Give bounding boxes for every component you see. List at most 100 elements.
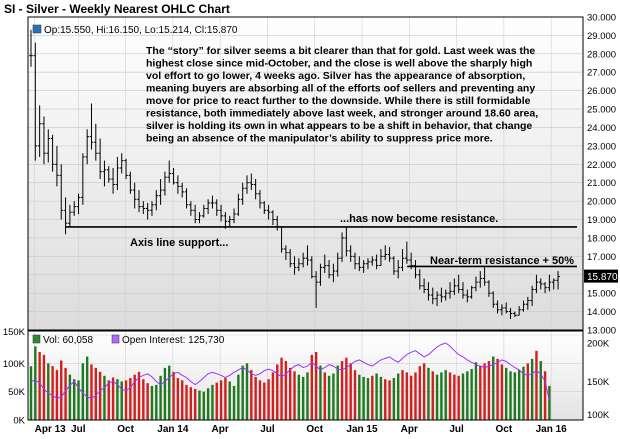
volume-bar xyxy=(496,358,499,420)
volume-bar xyxy=(474,362,478,420)
volume-bar xyxy=(168,365,171,420)
oi-tick-label: 150K xyxy=(587,377,610,388)
volume-bar xyxy=(163,367,167,420)
volume-bar xyxy=(111,377,115,420)
grid-lines xyxy=(28,16,583,420)
volume-bar xyxy=(215,382,218,420)
ohlc-legend-text: Op:15.550, Hi:16.150, Lo:15.214, Cl:15.8… xyxy=(44,25,238,36)
volume-bar xyxy=(98,371,102,420)
price-tick-label: 19.000 xyxy=(587,215,616,226)
x-tick-label: Oct xyxy=(496,424,513,435)
volume-bar xyxy=(129,378,132,420)
volume-bar xyxy=(64,367,67,420)
annotation-line: resistance, both immediately above last … xyxy=(146,108,538,120)
volume-bar xyxy=(107,380,110,420)
volume-panel-frame xyxy=(27,330,584,421)
volume-bar xyxy=(427,367,430,420)
volume-bar xyxy=(284,361,288,420)
price-panel-bg xyxy=(28,17,583,330)
volume-bar xyxy=(319,365,322,420)
volume-bar xyxy=(185,384,188,420)
x-tick-label: Jan 15 xyxy=(346,424,378,435)
volume-bar xyxy=(448,372,452,420)
volume-bar xyxy=(68,374,72,420)
price-tick-label: 25.000 xyxy=(587,105,616,116)
volume-bar xyxy=(124,380,128,420)
volume-bar xyxy=(405,372,409,420)
volume-bar xyxy=(228,381,231,420)
volume-bar xyxy=(51,366,54,420)
volume-bar xyxy=(250,370,253,420)
panel-frames xyxy=(27,16,584,421)
volume-bar xyxy=(418,366,421,420)
annotation-line: The “story” for silver seems a bit clear… xyxy=(146,45,535,57)
volume-bar xyxy=(362,376,365,420)
volume-bar xyxy=(539,361,542,420)
volume-bar xyxy=(189,387,193,420)
volume-bar xyxy=(336,365,339,420)
volume-tick-label: 50K xyxy=(8,387,26,398)
volume-bar xyxy=(206,388,210,420)
volume-bar xyxy=(254,376,257,420)
x-tick-label: Jan 14 xyxy=(157,424,189,435)
volume-bar xyxy=(397,373,400,420)
volume-bar xyxy=(232,386,236,420)
volume-bar xyxy=(77,380,80,420)
volume-bar xyxy=(172,371,175,420)
volume-bar xyxy=(543,371,547,420)
volume-bar xyxy=(358,374,361,420)
volume-bar xyxy=(55,370,59,420)
resistance-label: ...has now become resistance. xyxy=(340,213,498,225)
volume-bar xyxy=(297,374,301,420)
volume-bar xyxy=(241,365,244,420)
near-term-resistance-label: Near-term resistance + 50% xyxy=(430,255,574,267)
price-tick-label: 17.000 xyxy=(587,252,616,263)
volume-bar xyxy=(73,379,76,420)
price-tick-label: 29.000 xyxy=(587,31,616,42)
oi-tick-label: 100K xyxy=(587,410,610,421)
open-interest-line xyxy=(30,342,550,401)
volume-bar xyxy=(38,352,41,420)
volume-bar xyxy=(146,383,149,420)
volume-bar xyxy=(301,376,305,420)
volume-bar xyxy=(349,363,352,420)
volume-bar xyxy=(258,380,262,420)
volume-bar xyxy=(392,378,396,420)
volume-bar xyxy=(435,374,439,420)
volume-bar xyxy=(444,370,447,420)
volume-bar xyxy=(267,379,270,420)
volume-bar xyxy=(461,373,465,420)
volume-bar xyxy=(345,357,348,420)
volume-legend: Vol: 60,058 Open Interest: 125,730 xyxy=(32,334,225,346)
volume-bar xyxy=(470,369,473,420)
ohlc-legend-swatch xyxy=(32,24,42,34)
volume-bar xyxy=(211,384,214,420)
volume-bar xyxy=(422,363,426,420)
price-bars xyxy=(29,29,560,319)
oi-legend-text: Open Interest: 125,730 xyxy=(122,335,225,346)
volume-axis: 150K 100K 50K 0K 200K 150K 100K xyxy=(3,327,610,427)
price-tick-label: 30.000 xyxy=(587,13,616,24)
volume-bar xyxy=(453,374,456,420)
volume-bar xyxy=(271,372,275,420)
x-tick-label: Apr xyxy=(401,424,418,435)
volume-bar xyxy=(34,346,37,420)
volume-bar xyxy=(81,363,85,420)
volume-bar xyxy=(142,379,145,420)
volume-legend-text: Vol: 60,058 xyxy=(43,335,93,346)
volume-bar xyxy=(530,358,534,420)
volume-bar xyxy=(487,361,491,420)
x-tick-label: Apr xyxy=(212,424,229,435)
volume-bar xyxy=(263,382,266,420)
volume-bar xyxy=(90,364,93,420)
volume-bar xyxy=(181,380,184,420)
volume-bar xyxy=(289,367,292,420)
oi-tick-label: 200K xyxy=(587,339,610,350)
x-tick-label: Jan 16 xyxy=(536,424,568,435)
volume-bar xyxy=(535,350,538,420)
volume-bar xyxy=(159,375,162,420)
reference-lines xyxy=(65,226,577,268)
annotation-line: vol effort to go lower, 4 weeks ago. Sil… xyxy=(146,70,525,82)
volume-bar xyxy=(401,370,404,420)
